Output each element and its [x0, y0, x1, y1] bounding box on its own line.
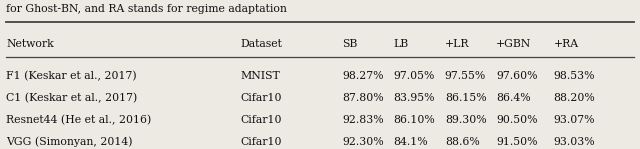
- Text: 97.55%: 97.55%: [445, 71, 486, 81]
- Text: Dataset: Dataset: [240, 39, 282, 49]
- Text: for Ghost-BN, and RA stands for regime adaptation: for Ghost-BN, and RA stands for regime a…: [6, 4, 287, 14]
- Text: 84.1%: 84.1%: [394, 137, 428, 147]
- Text: Cifar10: Cifar10: [240, 137, 282, 147]
- Text: Cifar10: Cifar10: [240, 115, 282, 125]
- Text: VGG (Simonyan, 2014): VGG (Simonyan, 2014): [6, 137, 133, 148]
- Text: SB: SB: [342, 39, 358, 49]
- Text: 86.4%: 86.4%: [496, 93, 531, 103]
- Text: 89.30%: 89.30%: [445, 115, 486, 125]
- Text: Resnet44 (He et al., 2016): Resnet44 (He et al., 2016): [6, 115, 152, 125]
- Text: 86.10%: 86.10%: [394, 115, 435, 125]
- Text: 86.15%: 86.15%: [445, 93, 486, 103]
- Text: 88.6%: 88.6%: [445, 137, 479, 147]
- Text: +LR: +LR: [445, 39, 469, 49]
- Text: 90.50%: 90.50%: [496, 115, 538, 125]
- Text: 83.95%: 83.95%: [394, 93, 435, 103]
- Text: MNIST: MNIST: [240, 71, 280, 81]
- Text: 92.30%: 92.30%: [342, 137, 384, 147]
- Text: +RA: +RA: [554, 39, 579, 49]
- Text: 92.83%: 92.83%: [342, 115, 384, 125]
- Text: C1 (Keskar et al., 2017): C1 (Keskar et al., 2017): [6, 93, 138, 103]
- Text: 98.27%: 98.27%: [342, 71, 384, 81]
- Text: LB: LB: [394, 39, 409, 49]
- Text: 98.53%: 98.53%: [554, 71, 595, 81]
- Text: 97.05%: 97.05%: [394, 71, 435, 81]
- Text: +GBN: +GBN: [496, 39, 531, 49]
- Text: 97.60%: 97.60%: [496, 71, 538, 81]
- Text: 88.20%: 88.20%: [554, 93, 595, 103]
- Text: 93.07%: 93.07%: [554, 115, 595, 125]
- Text: Network: Network: [6, 39, 54, 49]
- Text: 87.80%: 87.80%: [342, 93, 384, 103]
- Text: Cifar10: Cifar10: [240, 93, 282, 103]
- Text: 91.50%: 91.50%: [496, 137, 538, 147]
- Text: 93.03%: 93.03%: [554, 137, 595, 147]
- Text: F1 (Keskar et al., 2017): F1 (Keskar et al., 2017): [6, 71, 137, 81]
